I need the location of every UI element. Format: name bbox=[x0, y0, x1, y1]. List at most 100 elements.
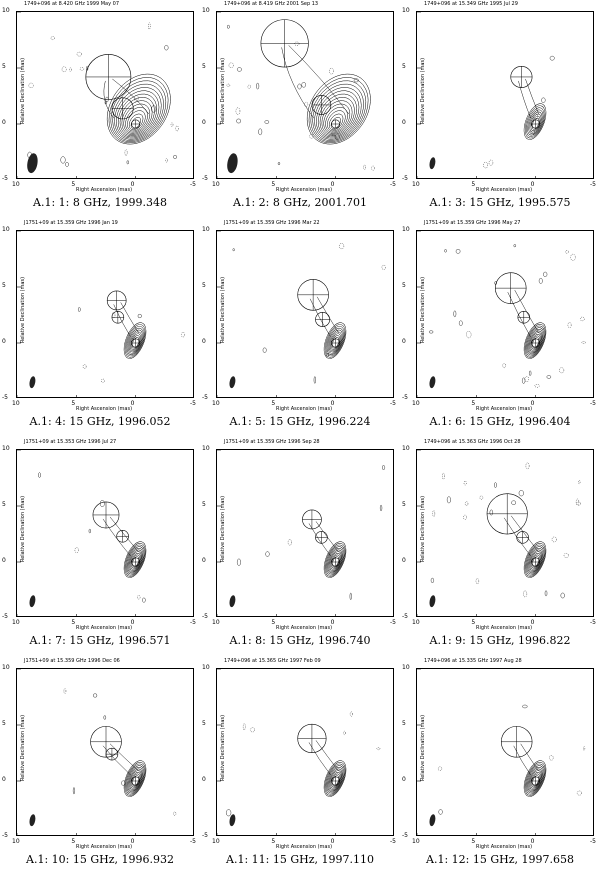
contour-map bbox=[217, 231, 386, 397]
contour-level bbox=[112, 83, 164, 141]
model-component-circle bbox=[517, 311, 531, 324]
noise-contour bbox=[524, 376, 529, 382]
figure-panel-5: J1751+09 at 15.359 GHz 1996 Mar 22 10 5 0 -5… bbox=[200, 219, 400, 438]
panel-title: J1751+09 at 15.359 GHz 1996 Jan 19 bbox=[24, 220, 118, 226]
beam-ellipse bbox=[429, 595, 436, 608]
y-tick-label: 0 bbox=[402, 557, 406, 564]
contour-plot bbox=[216, 668, 394, 836]
y-tick-label: 0 bbox=[2, 557, 6, 564]
noise-contour bbox=[565, 250, 569, 254]
x-tick-label: 10 bbox=[12, 400, 20, 407]
beam-ellipse bbox=[229, 376, 236, 389]
contour-level bbox=[327, 110, 346, 132]
model-component-circle bbox=[315, 312, 331, 327]
noise-contour bbox=[551, 536, 557, 543]
y-tick-label: 0 bbox=[2, 119, 6, 126]
core-component-circle bbox=[131, 776, 141, 786]
contour-level bbox=[323, 760, 347, 797]
noise-contour bbox=[60, 156, 66, 164]
y-tick-label: 0 bbox=[2, 776, 6, 783]
noise-contour bbox=[329, 67, 334, 75]
y-axis-label: Relative Declination (mas) bbox=[20, 495, 27, 563]
x-tick-label: 10 bbox=[412, 838, 420, 845]
noise-contour bbox=[78, 307, 81, 312]
panel-caption: A.1: 5: 15 GHz, 1996.224 bbox=[229, 415, 371, 428]
figure-panel-9: 1749+096 at 15.363 GHz 1996 Oct 28 10 5 0 -5… bbox=[400, 438, 600, 657]
panel-caption: A.1: 2: 8 GHz, 2001.701 bbox=[233, 196, 367, 209]
contour-level bbox=[526, 765, 544, 794]
y-tick-label: 5 bbox=[402, 720, 406, 727]
x-axis-label: Right Ascension (mas) bbox=[76, 844, 133, 850]
noise-contour bbox=[101, 378, 105, 383]
figure-panel-4: J1751+09 at 15.359 GHz 1996 Jan 19 10 5 0 -5… bbox=[0, 219, 200, 438]
panel-caption: A.1: 12: 15 GHz, 1997.658 bbox=[426, 853, 574, 866]
x-axis-label: Right Ascension (mas) bbox=[476, 625, 533, 631]
contour-level bbox=[528, 549, 543, 572]
noise-contour bbox=[442, 472, 445, 480]
model-component-circle bbox=[315, 531, 328, 544]
x-tick-label: 10 bbox=[412, 619, 420, 626]
model-component-circle bbox=[106, 290, 127, 311]
model-component-circle bbox=[90, 726, 122, 758]
model-component-circle bbox=[495, 272, 527, 304]
contour-level bbox=[530, 772, 541, 789]
contour-level bbox=[121, 100, 153, 135]
figure-panel-11: 1749+096 at 15.365 GHz 1997 Feb 09 10 5 0 -5… bbox=[200, 657, 400, 876]
noise-contour bbox=[61, 66, 67, 73]
contour-level bbox=[531, 773, 540, 788]
x-tick-label: 10 bbox=[212, 619, 220, 626]
y-tick-label: 0 bbox=[202, 776, 206, 783]
panel-title: 1749+096 at 15.349 GHz 1995 Jul 29 bbox=[424, 1, 518, 7]
noise-contour bbox=[137, 313, 142, 319]
noise-contour bbox=[134, 95, 139, 102]
contour-level bbox=[523, 541, 547, 578]
x-tick-label: 5 bbox=[271, 400, 276, 407]
contour-level bbox=[324, 762, 346, 796]
y-axis-label: Relative Declination (mas) bbox=[220, 57, 227, 125]
noise-contour bbox=[349, 592, 352, 600]
noise-contour bbox=[534, 384, 540, 388]
noise-contour bbox=[173, 811, 177, 816]
y-tick-label: 5 bbox=[2, 282, 6, 289]
y-tick-label: 10 bbox=[202, 445, 210, 452]
contour-level bbox=[130, 772, 141, 789]
contour-level bbox=[527, 329, 544, 355]
x-tick-label: 10 bbox=[12, 838, 20, 845]
jet-contour bbox=[281, 45, 350, 119]
noise-contour bbox=[502, 363, 507, 369]
y-tick-label: 10 bbox=[402, 7, 410, 14]
noise-contour bbox=[349, 711, 353, 717]
x-tick-label: 0 bbox=[530, 400, 535, 407]
y-tick-label: 0 bbox=[402, 776, 406, 783]
contour-level bbox=[526, 546, 544, 575]
y-axis-label: Relative Declination (mas) bbox=[20, 57, 27, 125]
y-axis-label: Relative Declination (mas) bbox=[220, 714, 227, 782]
panel-title: J1751+09 at 15.359 GHz 1996 May 27 bbox=[424, 220, 521, 226]
beam-ellipse bbox=[29, 376, 36, 389]
contour-level bbox=[131, 554, 140, 569]
noise-contour bbox=[301, 82, 306, 88]
noise-contour bbox=[532, 113, 539, 120]
y-tick-label: 10 bbox=[202, 226, 210, 233]
contour-level bbox=[123, 760, 147, 797]
x-axis-label: Right Ascension (mas) bbox=[476, 187, 533, 193]
noise-contour bbox=[227, 24, 230, 29]
contour-level bbox=[531, 554, 540, 569]
contour-level bbox=[523, 322, 547, 359]
x-tick-label: 5 bbox=[471, 400, 476, 407]
noise-contour bbox=[453, 310, 457, 318]
x-axis-label: Right Ascension (mas) bbox=[276, 406, 333, 412]
contour-level bbox=[308, 77, 369, 144]
noise-contour bbox=[525, 462, 530, 470]
panel-title: J1751+09 at 15.359 GHz 1996 Dec 06 bbox=[24, 658, 120, 664]
contour-level bbox=[306, 73, 371, 145]
contour-level bbox=[331, 335, 341, 350]
y-tick-label: 0 bbox=[202, 119, 206, 126]
figure-panel-7: J1751+09 at 15.353 GHz 1996 Jul 27 10 5 0 -5… bbox=[0, 438, 200, 657]
x-tick-label: 0 bbox=[330, 838, 335, 845]
contour-level bbox=[123, 103, 151, 134]
panel-caption: A.1: 8: 15 GHz, 1996.740 bbox=[229, 634, 371, 647]
contour-level bbox=[314, 87, 362, 140]
x-tick-label: -5 bbox=[390, 619, 396, 626]
contour-level bbox=[531, 117, 540, 130]
